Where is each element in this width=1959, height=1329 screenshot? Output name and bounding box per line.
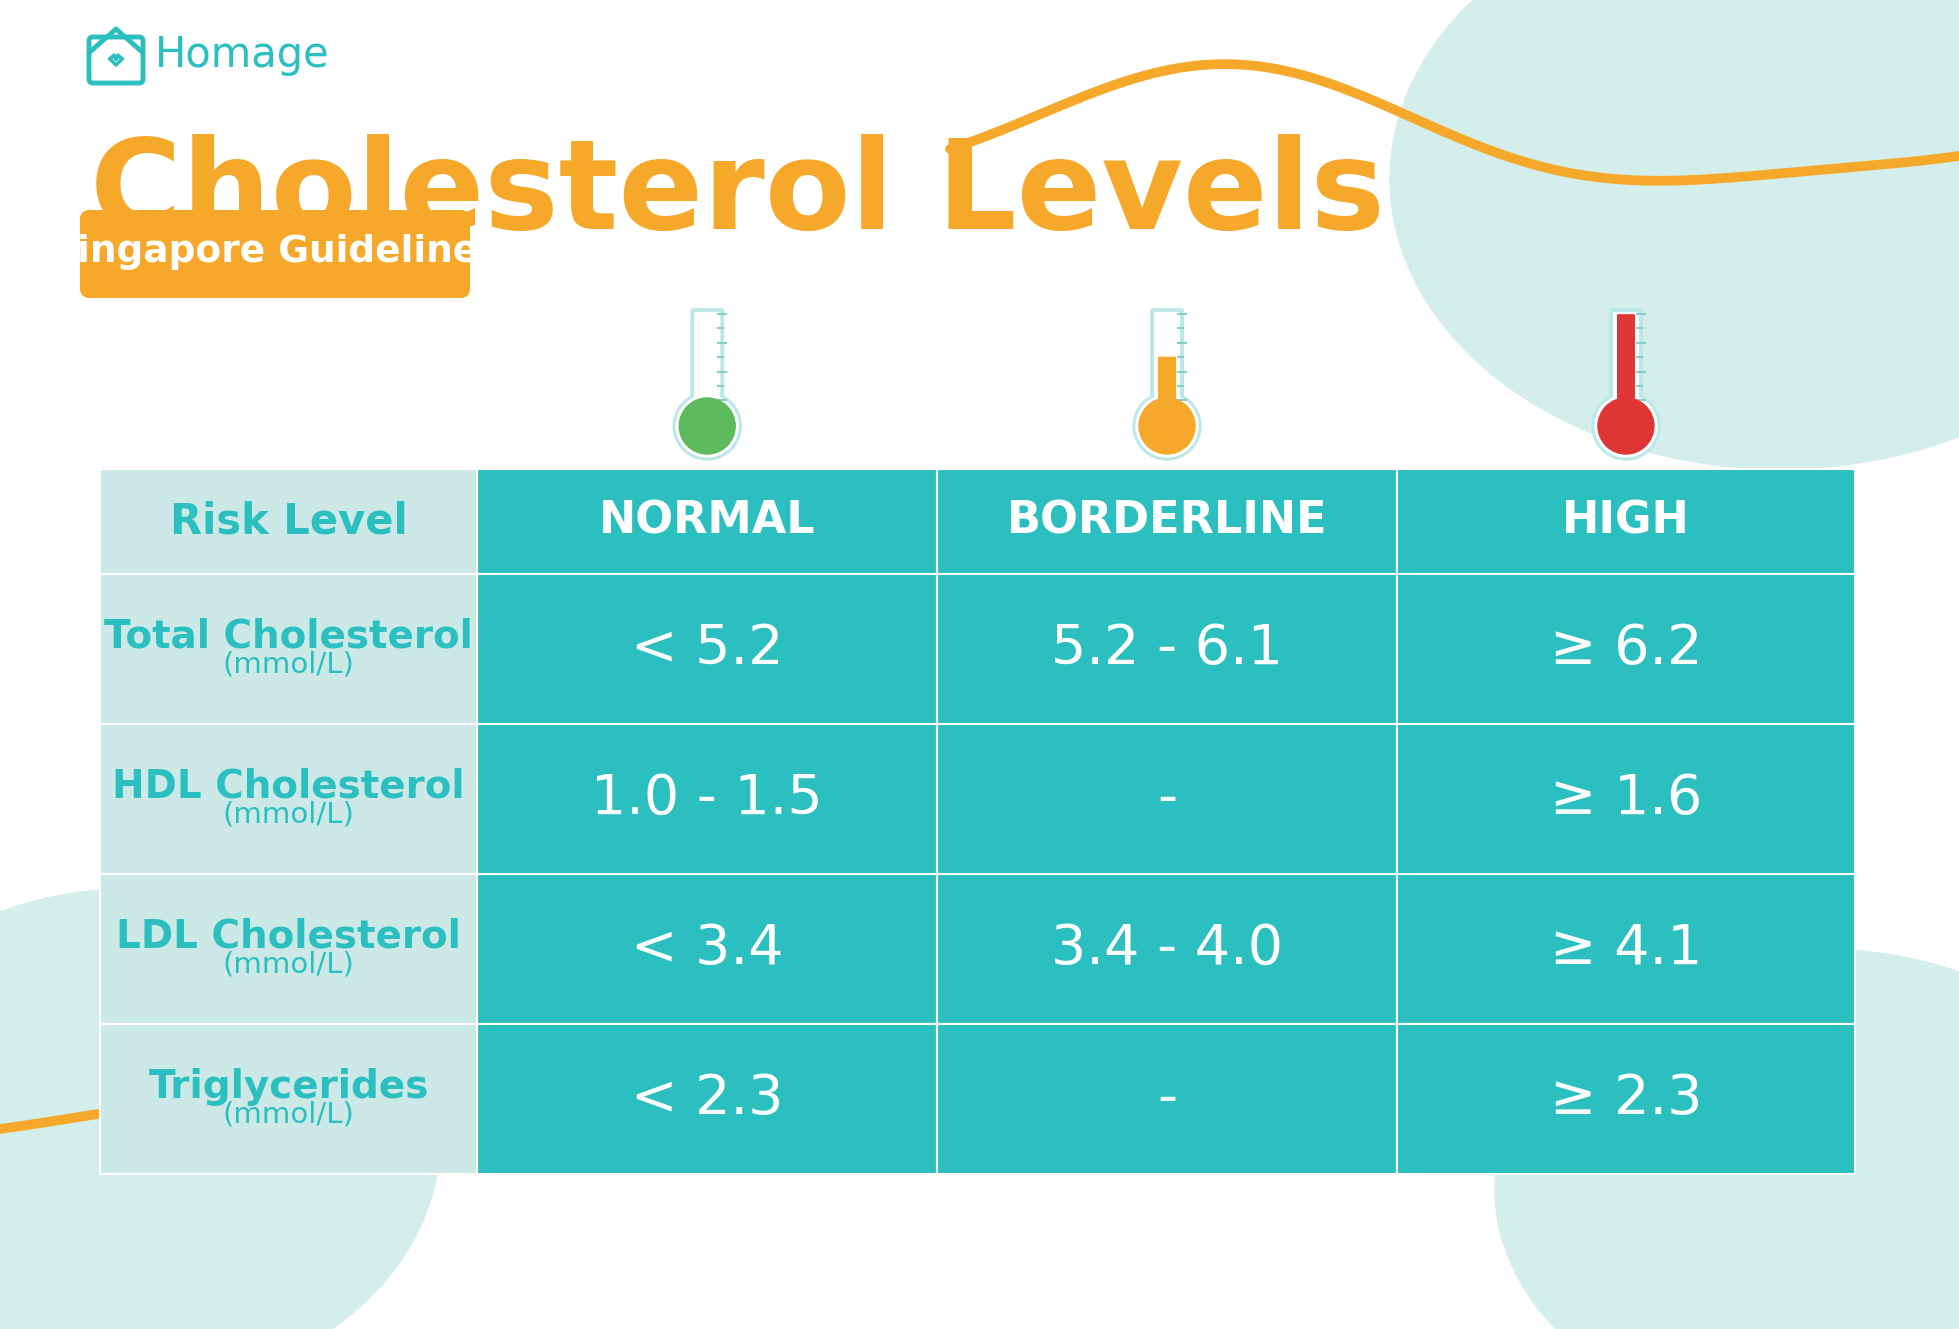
FancyBboxPatch shape bbox=[80, 210, 470, 298]
Bar bbox=[100, 574, 478, 724]
Text: (mmol/L): (mmol/L) bbox=[223, 1100, 355, 1130]
Text: Total Cholesterol: Total Cholesterol bbox=[104, 618, 474, 657]
Text: 3.4 - 4.0: 3.4 - 4.0 bbox=[1052, 922, 1283, 975]
Text: HDL Cholesterol: HDL Cholesterol bbox=[112, 768, 464, 805]
Bar bbox=[100, 724, 478, 874]
Text: 5.2 - 6.1: 5.2 - 6.1 bbox=[1052, 622, 1283, 676]
Text: -: - bbox=[1158, 1073, 1177, 1126]
Bar bbox=[1397, 1025, 1855, 1174]
Text: ≥ 1.6: ≥ 1.6 bbox=[1550, 772, 1702, 827]
Text: -: - bbox=[1158, 772, 1177, 827]
Text: Homage: Homage bbox=[155, 35, 329, 76]
Bar bbox=[100, 469, 478, 574]
Circle shape bbox=[674, 392, 741, 460]
FancyBboxPatch shape bbox=[1612, 312, 1640, 431]
Circle shape bbox=[1136, 395, 1199, 457]
Ellipse shape bbox=[1391, 0, 1959, 469]
Text: BORDERLINE: BORDERLINE bbox=[1007, 500, 1328, 544]
FancyBboxPatch shape bbox=[1150, 308, 1183, 435]
Ellipse shape bbox=[0, 889, 441, 1329]
Bar bbox=[100, 874, 478, 1025]
FancyBboxPatch shape bbox=[1616, 314, 1636, 427]
Text: HIGH: HIGH bbox=[1561, 500, 1691, 544]
Text: ≥ 6.2: ≥ 6.2 bbox=[1550, 622, 1702, 676]
Ellipse shape bbox=[1495, 949, 1959, 1329]
FancyBboxPatch shape bbox=[80, 210, 470, 298]
Circle shape bbox=[1132, 392, 1201, 460]
Bar bbox=[1397, 469, 1855, 574]
Bar bbox=[478, 724, 936, 874]
Bar bbox=[1397, 574, 1855, 724]
Text: LDL Cholesterol: LDL Cholesterol bbox=[116, 918, 460, 956]
Text: 1.0 - 1.5: 1.0 - 1.5 bbox=[592, 772, 823, 827]
Bar bbox=[936, 469, 1397, 574]
Text: (mmol/L): (mmol/L) bbox=[223, 801, 355, 829]
FancyBboxPatch shape bbox=[74, 203, 476, 304]
Bar bbox=[1397, 874, 1855, 1025]
Text: Singapore Guidelines: Singapore Guidelines bbox=[49, 234, 500, 270]
Bar bbox=[100, 1025, 478, 1174]
FancyBboxPatch shape bbox=[1158, 356, 1175, 427]
Circle shape bbox=[1138, 397, 1195, 455]
Bar bbox=[936, 874, 1397, 1025]
Text: < 5.2: < 5.2 bbox=[631, 622, 784, 676]
Bar bbox=[936, 1025, 1397, 1174]
Bar bbox=[1397, 724, 1855, 874]
Bar bbox=[936, 574, 1397, 724]
Circle shape bbox=[1599, 397, 1653, 455]
FancyBboxPatch shape bbox=[1154, 312, 1179, 431]
Bar bbox=[478, 574, 936, 724]
Text: NORMAL: NORMAL bbox=[599, 500, 815, 544]
Bar bbox=[478, 469, 936, 574]
Bar bbox=[936, 724, 1397, 874]
Text: ≥ 4.1: ≥ 4.1 bbox=[1550, 922, 1702, 975]
Circle shape bbox=[676, 395, 739, 457]
FancyBboxPatch shape bbox=[690, 308, 725, 435]
Text: < 2.3: < 2.3 bbox=[631, 1073, 784, 1126]
Circle shape bbox=[1595, 395, 1657, 457]
Text: (mmol/L): (mmol/L) bbox=[223, 952, 355, 979]
Bar bbox=[478, 1025, 936, 1174]
Text: Triglycerides: Triglycerides bbox=[149, 1069, 429, 1106]
Text: Risk Level: Risk Level bbox=[170, 501, 407, 542]
Circle shape bbox=[680, 397, 735, 455]
Text: ≥ 2.3: ≥ 2.3 bbox=[1550, 1073, 1702, 1126]
Text: (mmol/L): (mmol/L) bbox=[223, 651, 355, 679]
Circle shape bbox=[1593, 392, 1659, 460]
Text: < 3.4: < 3.4 bbox=[631, 922, 784, 975]
FancyBboxPatch shape bbox=[697, 399, 717, 427]
FancyBboxPatch shape bbox=[693, 312, 721, 431]
Text: Cholesterol Levels: Cholesterol Levels bbox=[90, 134, 1385, 255]
FancyBboxPatch shape bbox=[1608, 308, 1644, 435]
Bar bbox=[478, 874, 936, 1025]
